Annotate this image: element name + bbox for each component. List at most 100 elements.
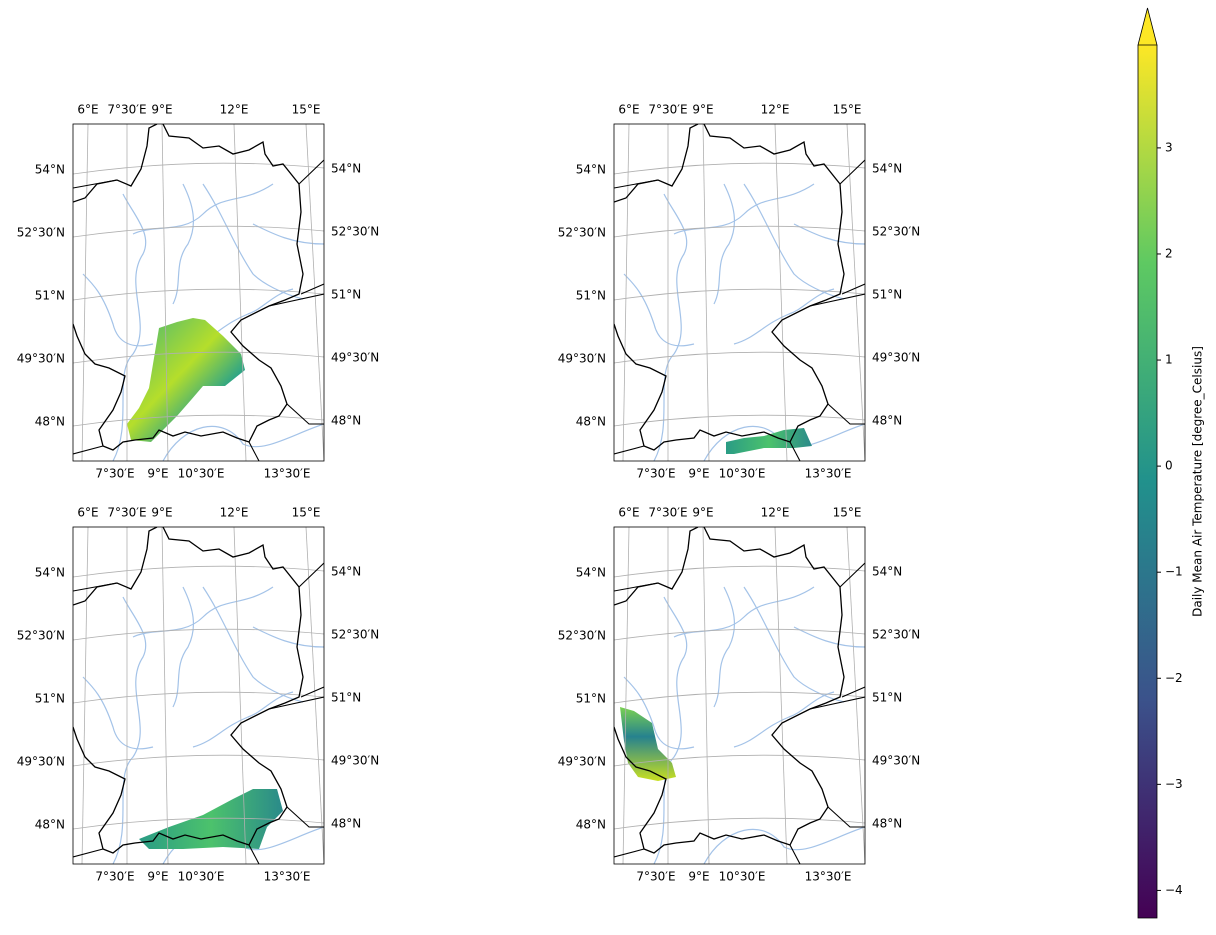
lon-label: 10°30′E: [719, 467, 766, 481]
lat-label: 49°30′N: [558, 352, 606, 366]
river: [202, 586, 304, 703]
lat-label: 52°30′N: [558, 226, 606, 240]
map-panel: 6°E 7°30′E 9°E 12°E 15°E 7°30′E 9°E 10°30′E 13°3…: [558, 506, 921, 884]
map-panel: 6°E 7°30′E 9°E 12°E 15°E 7°30′E 9°E 10°30′E 13°3…: [17, 103, 380, 481]
lat-label: 52°30′N: [17, 226, 65, 240]
lon-label: 6°E: [77, 103, 98, 117]
lon-label: 9°E: [692, 103, 713, 117]
colorbar-tick-label: 0: [1165, 459, 1173, 473]
lon-label: 12°E: [761, 103, 790, 117]
river: [82, 676, 154, 750]
lon-label: 9°E: [688, 467, 709, 481]
lon-label: 6°E: [618, 103, 639, 117]
river: [713, 183, 735, 305]
parallel: [614, 414, 865, 427]
lat-label: 49°30′N: [17, 352, 65, 366]
parallel: [614, 351, 865, 364]
lon-label: 12°E: [761, 506, 790, 520]
river: [673, 586, 815, 638]
lon-label: 10°30′E: [719, 870, 766, 884]
lat-label: 54°N: [872, 565, 902, 579]
map-content: [73, 527, 324, 864]
lon-label: 13°30′E: [805, 870, 852, 884]
parallel: [614, 628, 865, 641]
lat-label: 52°30′N: [872, 225, 920, 239]
meridian: [305, 124, 324, 461]
lon-label: 15°E: [292, 103, 321, 117]
country-border: [614, 527, 845, 854]
colorbar-extend: [1137, 7, 1158, 46]
lat-label: 48°N: [872, 414, 902, 428]
parallel: [73, 288, 324, 301]
map-panel: 6°E 7°30′E 9°E 12°E 15°E 7°30′E 9°E 10°30′E 13°3…: [558, 103, 921, 481]
lat-label: 54°N: [331, 162, 361, 176]
parallel: [614, 754, 865, 767]
lat-label: 51°N: [35, 289, 65, 303]
lat-label: 49°30′N: [872, 754, 920, 768]
river: [172, 183, 194, 305]
lat-label: 48°N: [35, 415, 65, 429]
data-field: [139, 789, 283, 849]
colorbar-tick-label: −3: [1165, 777, 1183, 791]
lat-label: 54°N: [576, 566, 606, 580]
parallel: [73, 225, 324, 238]
lon-label: 10°30′E: [178, 467, 225, 481]
country-border: [614, 159, 865, 461]
data-field: [620, 707, 676, 781]
country-border: [614, 562, 865, 864]
lat-label: 51°N: [872, 691, 902, 705]
lon-label: 7°30′E: [636, 870, 675, 884]
lon-label: 9°E: [688, 870, 709, 884]
map-frame: [613, 526, 866, 865]
lat-label: 48°N: [576, 415, 606, 429]
colorbar-tick-label: −2: [1165, 671, 1183, 685]
lon-label: 9°E: [692, 506, 713, 520]
lat-label: 51°N: [576, 289, 606, 303]
lon-label: 12°E: [220, 103, 249, 117]
lat-label: 51°N: [35, 692, 65, 706]
lon-label: 15°E: [833, 506, 862, 520]
river: [162, 423, 324, 461]
map-panel: 6°E 7°30′E 9°E 12°E 15°E 7°30′E 9°E 10°30′E 13°3…: [17, 506, 380, 884]
parallel: [73, 691, 324, 704]
lat-label: 51°N: [331, 288, 361, 302]
meridian: [233, 124, 247, 461]
lat-label: 49°30′N: [331, 754, 379, 768]
lat-label: 51°N: [331, 691, 361, 705]
parallel: [73, 628, 324, 641]
meridian: [702, 124, 710, 461]
river: [733, 288, 835, 345]
lon-label: 12°E: [220, 506, 249, 520]
lon-label: 7°30′E: [107, 506, 146, 520]
parallel: [614, 565, 865, 578]
river: [112, 596, 147, 864]
parallel: [73, 754, 324, 767]
map-frame: [72, 526, 325, 865]
meridian: [161, 527, 169, 864]
colorbar-frame: [1137, 45, 1158, 919]
river: [743, 183, 845, 300]
map-content: [73, 124, 324, 461]
river: [743, 586, 845, 703]
river: [673, 183, 815, 235]
river: [703, 826, 865, 864]
lat-label: 48°N: [872, 817, 902, 831]
lon-label: 6°E: [618, 506, 639, 520]
river: [653, 596, 688, 864]
river: [172, 586, 194, 708]
lon-label: 7°30′E: [95, 870, 134, 884]
lon-label: 15°E: [833, 103, 862, 117]
meridian: [233, 527, 247, 864]
parallel: [73, 351, 324, 364]
lat-label: 48°N: [331, 414, 361, 428]
lat-label: 48°N: [576, 818, 606, 832]
parallel: [73, 565, 324, 578]
lat-label: 52°30′N: [558, 629, 606, 643]
lon-label: 7°30′E: [636, 467, 675, 481]
lat-label: 52°30′N: [17, 629, 65, 643]
parallel: [614, 691, 865, 704]
colorbar-label: Daily Mean Air Temperature [degree_Celsi…: [1191, 346, 1205, 617]
lat-label: 52°30′N: [872, 628, 920, 642]
lon-label: 9°E: [151, 103, 172, 117]
